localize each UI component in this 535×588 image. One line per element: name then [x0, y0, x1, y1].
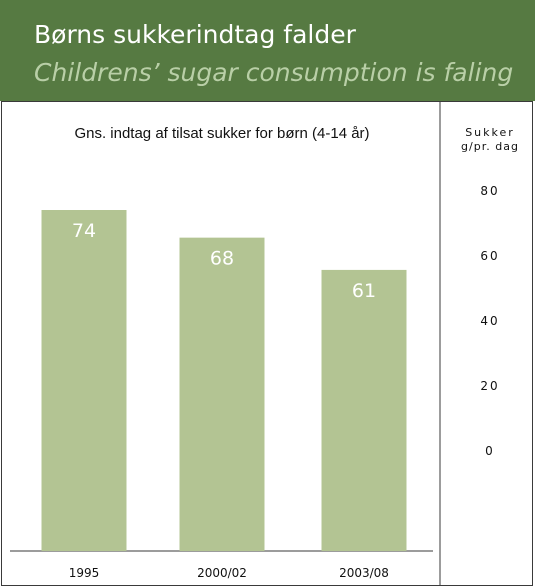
y-tick-label: 80 — [480, 184, 499, 198]
y-tick-label: 0 — [485, 444, 495, 458]
y-axis-label-line2: g/pr. dag — [461, 140, 519, 153]
page-subtitle: Childrens’ sugar consumption is faling — [34, 58, 514, 87]
chart-title: Gns. indtag af tilsat sukker for børn (4… — [74, 125, 369, 142]
y-axis-label-line1: Sukker — [465, 126, 515, 139]
y-tick-label: 60 — [480, 249, 499, 263]
bar-1 — [41, 210, 127, 551]
bar-value-label: 74 — [72, 220, 96, 242]
x-tick-label: 2000/02 — [197, 566, 247, 580]
header-banner: Børns sukkerindtag falder Childrens’ sug… — [0, 0, 535, 101]
page-title: Børns sukkerindtag falder — [34, 20, 356, 49]
bar-3 — [321, 269, 407, 551]
x-tick-label: 1995 — [69, 566, 100, 580]
y-tick-label: 40 — [480, 314, 499, 328]
bar-2 — [179, 237, 265, 551]
y-tick-label: 20 — [480, 379, 499, 393]
chart-frame — [1, 101, 533, 586]
x-tick-label: 2003/08 — [339, 566, 389, 580]
bar-value-label: 68 — [210, 248, 234, 270]
bar-value-label: 61 — [352, 280, 376, 302]
